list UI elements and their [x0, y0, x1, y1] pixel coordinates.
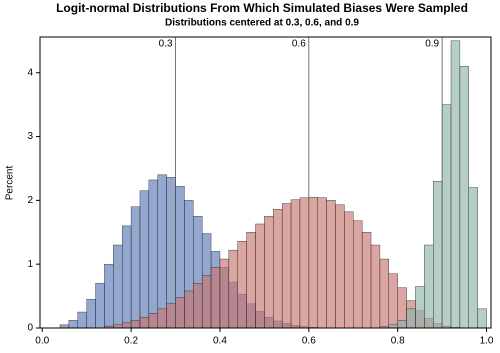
histogram-bar	[148, 179, 158, 329]
y-tick-label: 3	[27, 131, 33, 142]
histogram-bar	[397, 320, 407, 329]
histogram-bar	[148, 313, 158, 329]
histogram-bar	[477, 308, 487, 329]
histogram-bar	[361, 232, 372, 329]
x-tick-label: 0.8	[391, 336, 405, 347]
histogram-bar	[210, 267, 221, 329]
histogram-bar	[228, 249, 238, 329]
histogram-bar	[424, 244, 434, 329]
histogram-bar	[459, 66, 469, 329]
histogram-bar	[104, 263, 114, 329]
histogram-bar	[68, 320, 78, 329]
x-tick-label: 0.0	[35, 336, 49, 347]
x-tick-label: 0.6	[302, 336, 316, 347]
histogram-bar	[335, 204, 345, 329]
histogram-bar	[450, 40, 461, 329]
reference-label: 0.9	[425, 39, 439, 50]
y-tick-label: 0	[27, 323, 33, 334]
histogram-bar	[157, 174, 167, 329]
histogram-bar	[370, 244, 381, 329]
histogram-bar	[273, 209, 283, 329]
histogram-bar	[379, 258, 390, 329]
x-tick-label: 0.2	[124, 336, 138, 347]
y-tick-label: 4	[27, 67, 33, 78]
histogram-bar	[468, 187, 478, 329]
histogram-bar	[415, 286, 425, 329]
histogram-bar	[441, 104, 452, 329]
chart-subtitle: Distributions centered at 0.3, 0.6, and …	[165, 18, 359, 29]
histogram-bar	[433, 181, 443, 329]
histogram-bar	[157, 308, 167, 329]
histogram-bar	[139, 190, 150, 329]
histogram-bar	[264, 216, 274, 329]
y-tick-label: 1	[27, 259, 33, 270]
reference-label: 0.6	[292, 39, 306, 50]
histogram-bar	[166, 303, 176, 329]
histogram-bar	[95, 283, 105, 329]
histogram-bar	[281, 203, 292, 329]
histogram-bar	[246, 232, 256, 329]
histogram-bar	[326, 200, 336, 329]
histogram-bar	[219, 258, 230, 329]
histogram-bar	[406, 308, 416, 329]
y-axis-label: Percent	[5, 166, 16, 201]
histogram-bar	[193, 283, 203, 329]
histogram-bar	[130, 320, 141, 329]
histogram-bar	[299, 197, 310, 329]
chart-title: Logit-normal Distributions From Which Si…	[56, 1, 468, 15]
y-tick-label: 2	[27, 195, 33, 206]
histogram-bar	[290, 199, 301, 329]
histogram-bar	[86, 299, 96, 329]
histogram-bar	[255, 223, 265, 329]
histogram-bar	[122, 322, 132, 329]
x-tick-label: 0.4	[213, 336, 227, 347]
plot-frame	[39, 36, 492, 329]
histogram-bar	[175, 297, 185, 329]
histogram-bar	[388, 273, 398, 329]
histogram-bar	[201, 275, 212, 329]
histogram-bar	[237, 241, 247, 329]
histogram-bar	[184, 290, 194, 329]
histogram-bar	[77, 311, 87, 329]
histogram-bar	[317, 197, 327, 329]
histogram-bar	[130, 206, 141, 329]
histogram-bar	[122, 225, 132, 329]
histogram-bar	[139, 316, 150, 329]
reference-label: 0.3	[159, 39, 173, 50]
x-tick-label: 1.0	[480, 336, 494, 347]
histogram-bar	[113, 244, 123, 329]
histogram-bar	[344, 211, 354, 329]
histogram-bar	[353, 220, 363, 329]
histogram-bar	[308, 196, 318, 329]
